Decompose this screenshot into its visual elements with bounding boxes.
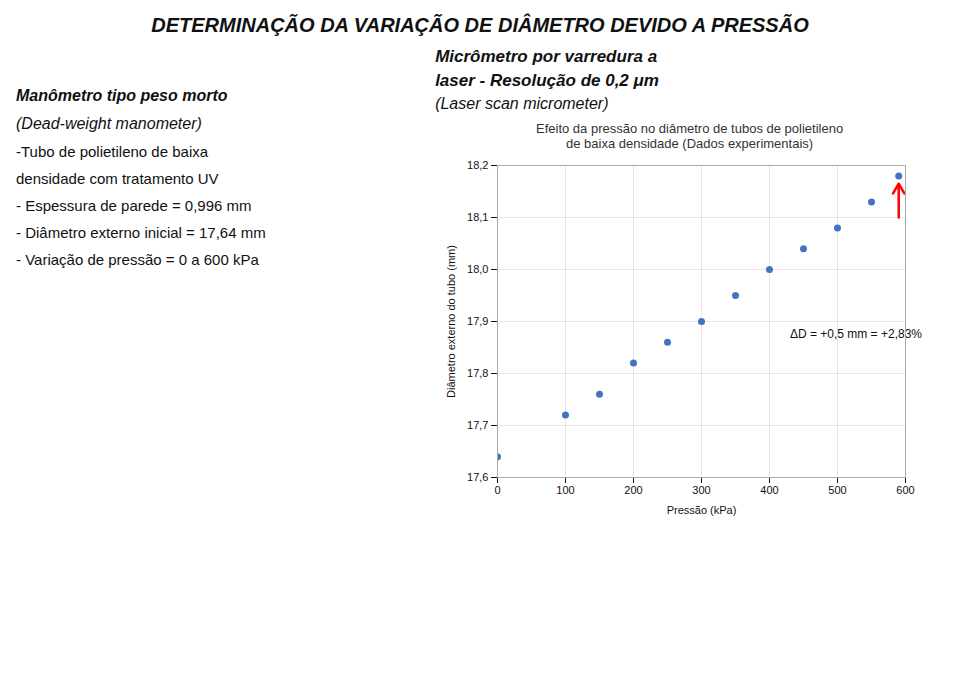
html-text:(Dead-weight manometer): (Dead-weight manometer) <box>16 115 202 132</box>
html-text:densidade com tratamento UV: densidade com tratamento UV <box>16 170 219 187</box>
html-text:(Laser scan micrometer): (Laser scan micrometer) <box>435 95 609 112</box>
svg-text:600: 600 <box>896 484 914 496</box>
svg-text:Diâmetro externo do tubo (mm): Diâmetro externo do tubo (mm) <box>445 245 457 398</box>
html-text:- Diâmetro externo inicial = 1: - Diâmetro externo inicial = 17,64 mm <box>16 224 266 241</box>
svg-text:Pressão (kPa): Pressão (kPa) <box>667 504 737 516</box>
html-text:laser - Resolução de 0,2 μm: laser - Resolução de 0,2 μm <box>435 71 659 90</box>
svg-text:17,7: 17,7 <box>467 419 488 431</box>
svg-text:100: 100 <box>556 484 574 496</box>
svg-text:400: 400 <box>760 484 778 496</box>
svg-text:18,0: 18,0 <box>467 263 488 275</box>
svg-text:200: 200 <box>624 484 642 496</box>
html-text:-Tubo de polietileno de baixa: -Tubo de polietileno de baixa <box>16 143 209 160</box>
svg-text:18,1: 18,1 <box>467 211 488 223</box>
svg-text:17,8: 17,8 <box>467 367 488 379</box>
html-text:Manômetro tipo peso morto: Manômetro tipo peso morto <box>16 87 228 104</box>
html-text:Efeito da pressão no diâmetro: Efeito da pressão no diâmetro de tubos d… <box>536 121 844 151</box>
svg-text:ΔD = +0,5 mm = +2,83%: ΔD = +0,5 mm = +2,83% <box>790 327 922 341</box>
svg-text:17,9: 17,9 <box>467 315 488 327</box>
svg-text:500: 500 <box>828 484 846 496</box>
html-text:DETERMINAÇÃO DA VARIAÇÃO DE DI: DETERMINAÇÃO DA VARIAÇÃO DE DIÂMETRO DEV… <box>151 14 809 36</box>
html-text:- Variação de pressão = 0 a 60: - Variação de pressão = 0 a 600 kPa <box>16 251 259 268</box>
svg-text:17,6: 17,6 <box>467 471 488 483</box>
svg-text:18,2: 18,2 <box>467 159 488 171</box>
svg-text:0: 0 <box>495 484 501 496</box>
svg-text:300: 300 <box>692 484 710 496</box>
html-text:Micrômetro por varredura a: Micrômetro por varredura a <box>435 47 658 66</box>
html-text:- Espessura de parede = 0,996: - Espessura de parede = 0,996 mm <box>16 197 252 214</box>
